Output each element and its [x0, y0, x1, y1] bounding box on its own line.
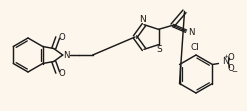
- Text: N: N: [140, 15, 146, 24]
- Text: S: S: [157, 45, 162, 54]
- Text: Cl: Cl: [191, 43, 199, 52]
- Text: −: −: [231, 68, 238, 74]
- Text: O: O: [59, 33, 66, 42]
- Text: N: N: [63, 51, 70, 59]
- Text: N: N: [188, 28, 194, 37]
- Text: O: O: [227, 64, 234, 73]
- Text: O: O: [59, 68, 66, 77]
- Text: N: N: [222, 57, 229, 66]
- Text: O: O: [227, 53, 234, 62]
- Text: +: +: [223, 54, 228, 59]
